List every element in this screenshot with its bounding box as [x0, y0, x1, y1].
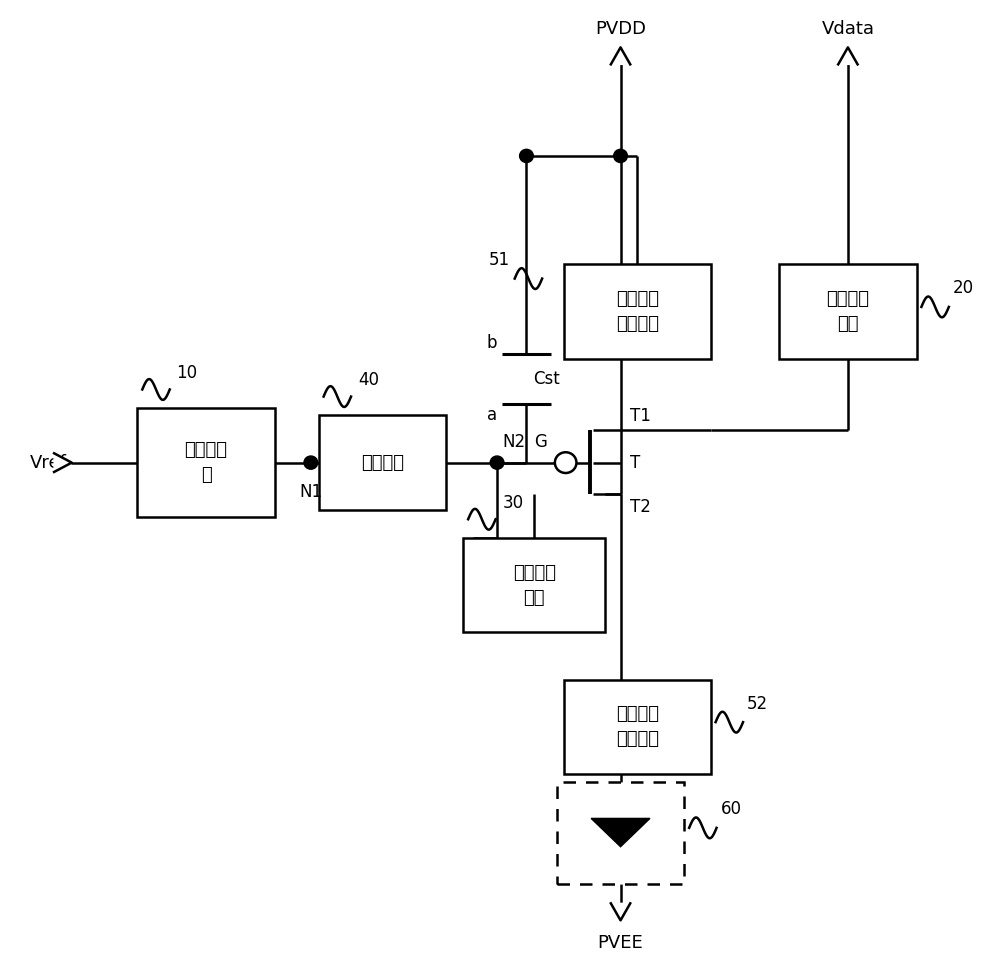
Text: T2: T2 [630, 499, 651, 516]
Text: 数据写入
单元: 数据写入 单元 [826, 290, 869, 333]
Text: 初始化单
元: 初始化单 元 [184, 441, 228, 484]
Text: N1: N1 [299, 483, 322, 502]
Polygon shape [611, 903, 630, 921]
Text: Vref: Vref [30, 454, 67, 472]
Text: PVEE: PVEE [598, 934, 643, 952]
Text: 20: 20 [953, 279, 974, 298]
Polygon shape [54, 454, 72, 472]
Text: PVDD: PVDD [595, 20, 646, 38]
Circle shape [304, 456, 318, 469]
Bar [564, 265, 711, 359]
Bar [557, 782, 684, 883]
Bar [463, 538, 605, 633]
Text: 第二发光
控制单元: 第二发光 控制单元 [616, 705, 659, 748]
Text: 52: 52 [747, 694, 768, 713]
Bar [779, 265, 916, 359]
Polygon shape [838, 47, 858, 65]
Text: N2: N2 [502, 433, 525, 452]
Bar [137, 408, 275, 517]
Bar [564, 680, 711, 774]
Text: 30: 30 [502, 494, 524, 511]
Circle shape [520, 149, 533, 163]
Text: T: T [630, 454, 641, 472]
Circle shape [490, 456, 504, 469]
Text: 51: 51 [489, 251, 510, 269]
Text: 稳压单元: 稳压单元 [361, 454, 404, 472]
Text: a: a [487, 406, 497, 424]
Bar [319, 415, 446, 509]
Text: Cst: Cst [533, 370, 560, 388]
Text: T1: T1 [630, 407, 651, 425]
Text: 10: 10 [177, 364, 198, 382]
Text: Vdata: Vdata [821, 20, 874, 38]
Text: 第一发光
控制单元: 第一发光 控制单元 [616, 290, 659, 333]
Text: 阈值补偿
单元: 阈值补偿 单元 [513, 563, 556, 607]
Text: b: b [487, 334, 497, 352]
Circle shape [555, 453, 576, 473]
Polygon shape [591, 819, 650, 846]
Text: G: G [534, 433, 547, 452]
Text: 40: 40 [358, 371, 379, 389]
Text: 60: 60 [720, 800, 742, 819]
Polygon shape [611, 47, 630, 65]
Circle shape [614, 149, 627, 163]
